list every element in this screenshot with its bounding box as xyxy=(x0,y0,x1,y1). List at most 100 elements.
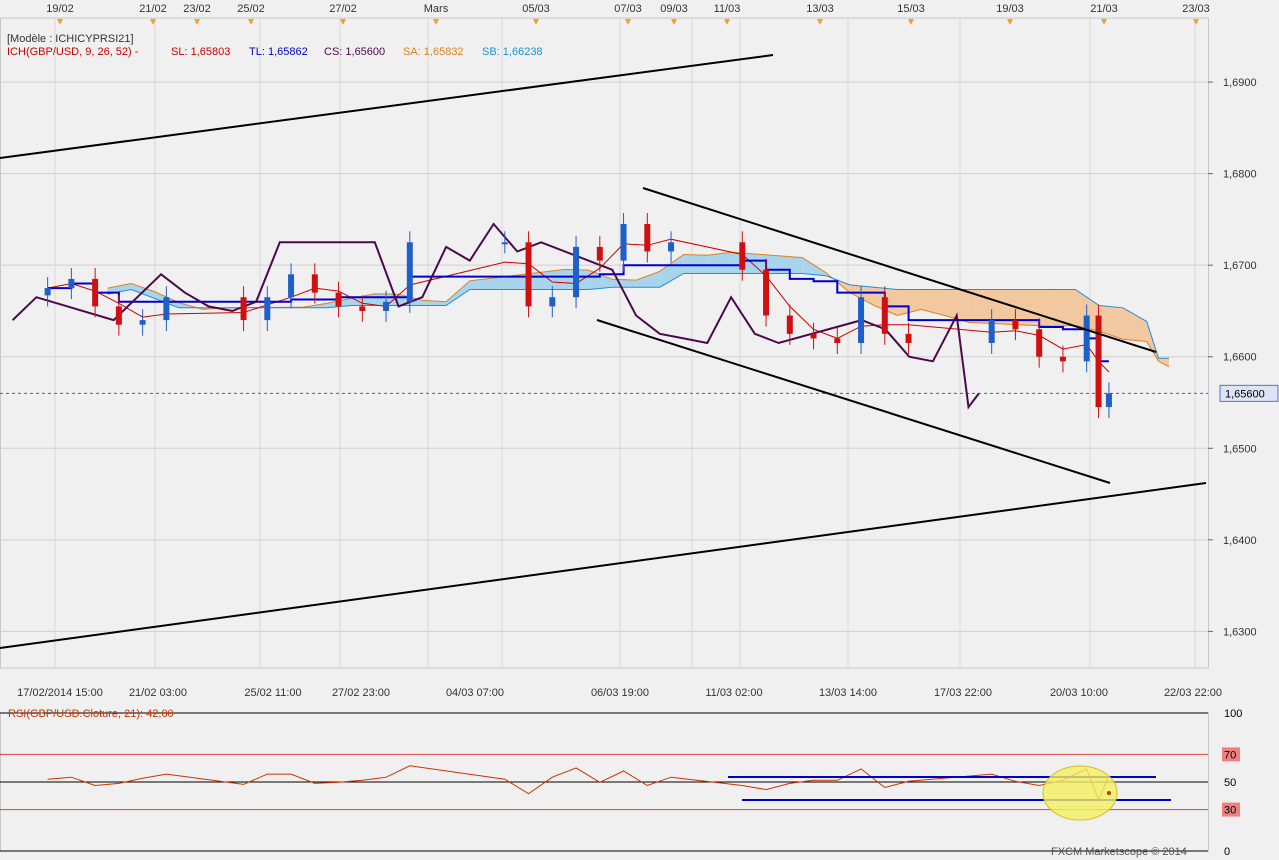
cloud-segment xyxy=(1099,305,1123,340)
rsi-label: RSI(GBP/USD.Cloture, 21): 42,00 xyxy=(8,708,174,720)
candle-body xyxy=(786,315,793,334)
plot-border xyxy=(0,17,1209,669)
candle-body xyxy=(68,278,75,289)
time-tick-label: 20/03 10:00 xyxy=(1050,687,1108,699)
candle-body xyxy=(288,274,295,298)
time-tick-label: 13/03 14:00 xyxy=(819,687,877,699)
axes: 19/02 21/02 23/02 25/02 27/02 Mars 05/03 07/03 0… xyxy=(17,3,1279,699)
copyright: FXCM Marketscope © 2014 xyxy=(1051,846,1187,858)
candle-body xyxy=(92,278,99,307)
event-marker xyxy=(194,19,200,25)
top-date-label: 21/03 xyxy=(1090,3,1118,15)
top-date-label: 07/03 xyxy=(614,3,642,15)
cloud-segment xyxy=(683,254,708,274)
current-price-label: 1,65600 xyxy=(1225,388,1265,400)
legend-sl: SL: 1,65803 xyxy=(171,46,230,58)
cloud-segment xyxy=(802,257,827,276)
candlesticks xyxy=(44,213,1112,419)
event-marker xyxy=(817,19,823,25)
time-tick-label: 06/03 19:00 xyxy=(591,687,649,699)
rsi-level-label: 50 xyxy=(1224,777,1236,789)
trendline xyxy=(0,482,1207,649)
rsi-level-label: 30 xyxy=(1224,805,1236,817)
chikou-span-line xyxy=(11,222,980,410)
cloud-segment xyxy=(636,271,660,288)
cloud-segment xyxy=(921,289,945,316)
candle-body xyxy=(834,338,841,343)
legend-cs: CS: 1,65600 xyxy=(324,46,385,58)
ichimoku-cloud xyxy=(107,251,1170,368)
candle-body xyxy=(1012,320,1019,330)
rsi-highlight-ellipse xyxy=(1042,765,1118,821)
cloud-segment xyxy=(944,289,969,323)
top-date-label: 27/02 xyxy=(329,3,357,15)
event-marker xyxy=(671,19,677,25)
rsi-last-point xyxy=(1106,791,1111,796)
event-marker xyxy=(1007,19,1013,25)
candle-body xyxy=(620,223,627,261)
candle-body xyxy=(739,242,746,270)
price-tick-label: 1,6700 xyxy=(1223,260,1257,272)
time-tick-label: 22/03 22:00 xyxy=(1164,687,1222,699)
event-marker xyxy=(533,19,539,25)
rsi-panel: 100 70 50 30 0 xyxy=(0,708,1242,858)
cloud-segment xyxy=(1075,289,1100,332)
price-tick-label: 1,6400 xyxy=(1223,535,1257,547)
top-date-label: 19/02 xyxy=(46,3,74,15)
time-tick-label: 11/03 02:00 xyxy=(705,687,762,699)
top-date-label: 25/02 xyxy=(237,3,265,15)
current-price-box xyxy=(1219,384,1279,402)
cloud-segment xyxy=(659,254,684,288)
candle-body xyxy=(139,320,146,325)
cloud-segment xyxy=(107,283,132,295)
candle-body xyxy=(406,242,413,302)
candle-body xyxy=(335,292,342,307)
event-marker xyxy=(1193,19,1199,25)
top-date-label: 19/03 xyxy=(996,3,1024,15)
candle-body xyxy=(881,297,888,334)
legend-sb: SB: 1,66238 xyxy=(482,46,543,58)
candle-body xyxy=(383,301,390,311)
candle-body xyxy=(264,297,271,321)
candle-body xyxy=(988,320,995,343)
legend-tl: TL: 1,65862 xyxy=(249,46,308,58)
candle-body xyxy=(1095,315,1102,408)
candle-body xyxy=(240,297,247,321)
time-tick-label: 17/02/2014 15:00 xyxy=(17,687,103,699)
price-tick-label: 1,6600 xyxy=(1223,352,1257,364)
top-date-label: Mars xyxy=(424,3,449,15)
candle-body xyxy=(596,246,603,261)
time-tick-label: 27/02 23:00 xyxy=(332,687,390,699)
candle-body xyxy=(359,306,366,311)
cloud-segment xyxy=(897,289,922,316)
top-date-label: 23/02 xyxy=(183,3,211,15)
cloud-segment xyxy=(1122,307,1147,342)
candle-body xyxy=(163,297,170,321)
event-marker xyxy=(1101,19,1107,25)
candle-body xyxy=(905,333,912,343)
candle-body xyxy=(1036,329,1043,357)
top-date-label: 05/03 xyxy=(522,3,550,15)
candle-body xyxy=(525,242,532,307)
candle-body xyxy=(858,297,865,343)
event-marker xyxy=(433,19,439,25)
candle-body xyxy=(1059,356,1066,362)
price-tick-label: 1,6900 xyxy=(1223,77,1257,89)
candle-body xyxy=(1105,393,1112,408)
event-marker xyxy=(625,19,631,25)
senkou-span-b-line xyxy=(107,273,1169,359)
price-tick-label: 1,6300 xyxy=(1223,626,1257,638)
time-tick-label: 04/03 07:00 xyxy=(446,687,504,699)
cloud-segment xyxy=(588,270,613,290)
trendline xyxy=(642,187,1157,353)
top-date-label: 11/03 xyxy=(714,3,741,15)
candle-body xyxy=(644,223,651,252)
kijun-sen-line xyxy=(47,259,1109,363)
time-tick-label: 21/02 03:00 xyxy=(129,687,187,699)
top-date-label: 15/03 xyxy=(897,3,925,15)
rsi-level-box xyxy=(1222,802,1240,817)
candle-body xyxy=(763,269,770,316)
cloud-segment xyxy=(446,280,470,306)
event-marker xyxy=(340,19,346,25)
candle-body xyxy=(573,246,580,298)
